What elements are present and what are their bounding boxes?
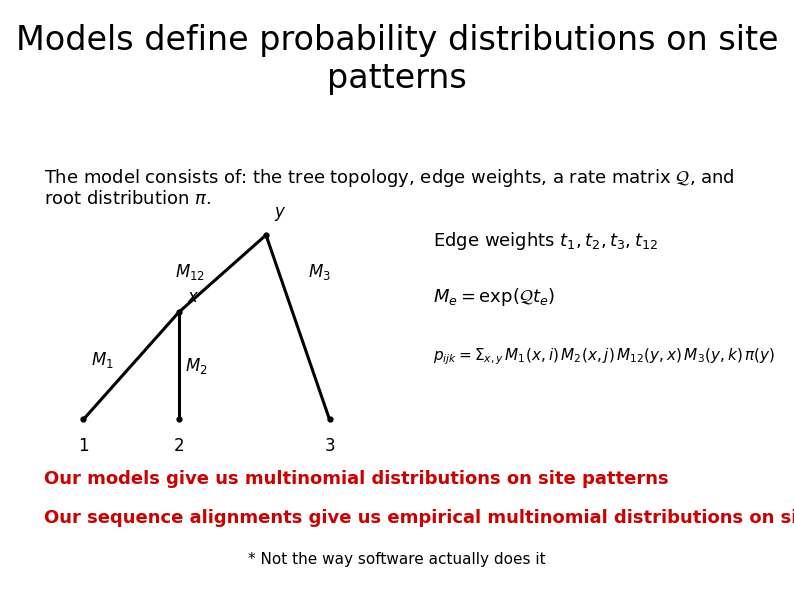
Text: $M_1$: $M_1$ <box>91 350 114 370</box>
Text: $M_2$: $M_2$ <box>185 356 207 376</box>
Text: $M_{12}$: $M_{12}$ <box>175 262 205 282</box>
Text: Our models give us multinomial distributions on site patterns: Our models give us multinomial distribut… <box>44 470 669 488</box>
Text: $p_{ijk} = \Sigma_{x,y}\,M_1(x,i)\,M_2(x,j)\,M_{12}(y,x)\,M_3(y,k)\,\pi(y)$: $p_{ijk} = \Sigma_{x,y}\,M_1(x,i)\,M_2(x… <box>433 347 775 367</box>
Text: Edge weights $t_1, t_2, t_3, t_{12}$: Edge weights $t_1, t_2, t_3, t_{12}$ <box>433 230 657 252</box>
Text: * Not the way software actually does it: * Not the way software actually does it <box>249 552 545 567</box>
Text: 1: 1 <box>78 437 89 455</box>
Text: $y$: $y$ <box>274 205 287 223</box>
Text: Our sequence alignments give us empirical multinomial distributions on site patt: Our sequence alignments give us empirica… <box>44 509 794 527</box>
Text: Models define probability distributions on site
patterns: Models define probability distributions … <box>16 24 778 95</box>
Text: $x$: $x$ <box>187 289 199 306</box>
Text: 3: 3 <box>324 437 335 455</box>
Text: 2: 2 <box>173 437 184 455</box>
Text: The model consists of: the tree topology, edge weights, a rate matrix $\mathcal{: The model consists of: the tree topology… <box>44 167 734 189</box>
Text: $M_e = \exp(\mathcal{Q}t_e)$: $M_e = \exp(\mathcal{Q}t_e)$ <box>433 287 555 308</box>
Text: root distribution $\pi$.: root distribution $\pi$. <box>44 190 210 208</box>
Text: $M_3$: $M_3$ <box>308 262 331 282</box>
